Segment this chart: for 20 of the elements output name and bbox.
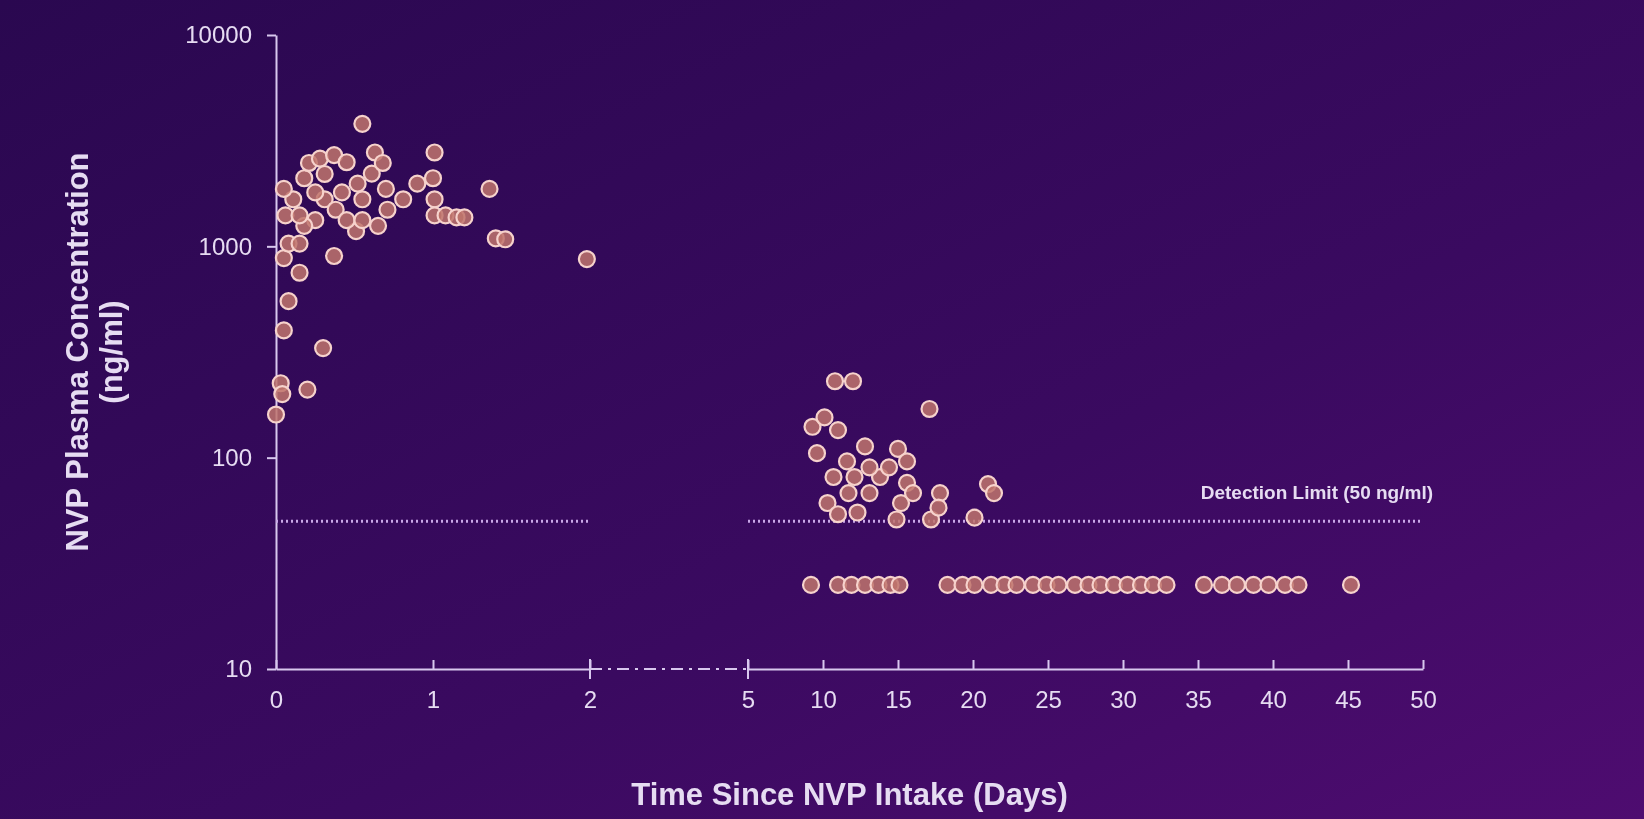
y-axis-title: NVP Plasma Concentration (ng/ml) xyxy=(59,152,130,552)
x-axis-title: Time Since NVP Intake (Days) xyxy=(631,777,1068,812)
x-tick-label: 40 xyxy=(1260,686,1287,713)
x-tick-label: 5 xyxy=(741,686,756,713)
x-tick-label: 50 xyxy=(1410,686,1437,713)
x-tick-label: 1 xyxy=(426,686,441,713)
x-tick-label: 30 xyxy=(1110,686,1137,713)
y-tick-label: 1000 xyxy=(198,232,252,260)
ref-line-label: Detection Limit (50 ng/ml) xyxy=(1200,482,1433,504)
y-tick-label: 100 xyxy=(211,443,252,471)
x-tick-label: 45 xyxy=(1335,686,1362,713)
x-tick-label: 0 xyxy=(269,686,284,713)
x-tick-label: 25 xyxy=(1035,686,1062,713)
y-tick-label: 10 xyxy=(225,655,252,683)
x-tick-label: 15 xyxy=(885,686,912,713)
y-tick-label: 10000 xyxy=(185,21,252,49)
x-tick-label: 20 xyxy=(960,686,987,713)
x-tick-label: 2 xyxy=(583,686,598,713)
x-tick-label: 35 xyxy=(1185,686,1212,713)
x-tick-label: 10 xyxy=(810,686,837,713)
